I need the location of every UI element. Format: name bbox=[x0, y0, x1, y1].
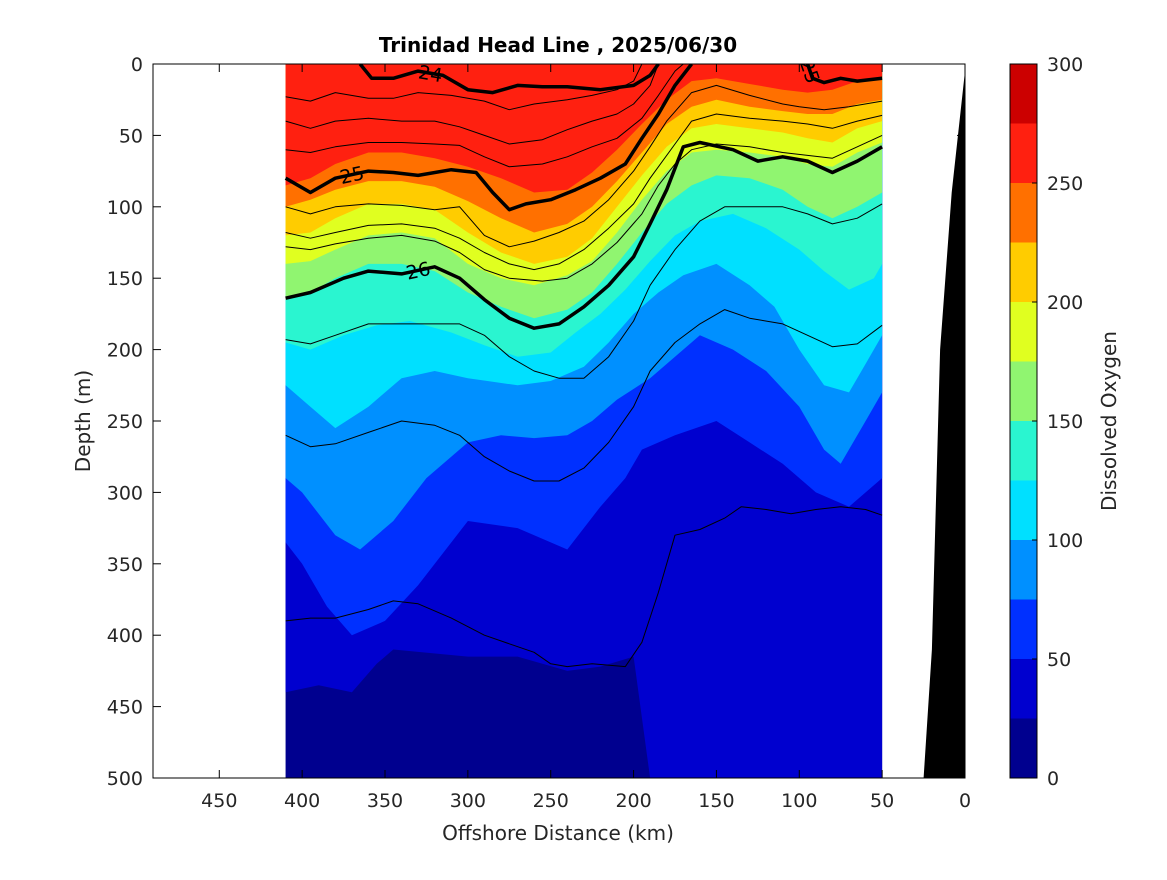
density-contour-25 bbox=[284, 64, 693, 212]
density-contour-thin bbox=[285, 84, 883, 248]
x-tick-label: 450 bbox=[201, 790, 237, 812]
x-tick-label: 200 bbox=[615, 790, 651, 812]
colorbar-tick-label: 250 bbox=[1047, 173, 1083, 195]
y-tick-label: 200 bbox=[107, 340, 143, 362]
y-tick-label: 450 bbox=[107, 697, 143, 719]
colorbar-tick-label: 150 bbox=[1047, 411, 1083, 433]
colorbar-segment bbox=[1010, 183, 1037, 243]
density-contour-thin bbox=[285, 64, 684, 168]
contour-label-25: 25 bbox=[795, 56, 824, 86]
y-tick-label: 50 bbox=[119, 125, 143, 147]
density-contour-thin bbox=[285, 64, 643, 111]
colorbar: 0 50 100 150 200 250 300 bbox=[1009, 54, 1083, 790]
colorbar-segment bbox=[1010, 480, 1037, 540]
density-contour-26 bbox=[285, 140, 883, 330]
contour-label-group: 25 bbox=[795, 56, 824, 86]
oxygen-band-250 bbox=[285, 64, 883, 193]
x-tick-label: 250 bbox=[533, 790, 569, 812]
y-axis-ticks: 0 50 100 150 200 250 300 350 400 450 500 bbox=[107, 54, 965, 790]
colorbar-tick-label: 0 bbox=[1047, 768, 1059, 790]
contour-label-group: 24 bbox=[417, 61, 445, 87]
x-tick-label: 0 bbox=[959, 790, 971, 812]
y-tick-label: 500 bbox=[107, 768, 143, 790]
y-tick-label: 150 bbox=[107, 268, 143, 290]
contour-label-24: 24 bbox=[417, 61, 445, 87]
y-axis-label: Depth (m) bbox=[71, 370, 95, 472]
density-contour-thin bbox=[285, 134, 883, 282]
colorbar-segment bbox=[1010, 64, 1037, 124]
density-contour-thin bbox=[285, 506, 883, 668]
x-tick-label: 150 bbox=[698, 790, 734, 812]
y-tick-label: 400 bbox=[107, 625, 143, 647]
colorbar-segment bbox=[1010, 540, 1037, 600]
colorbar-segment bbox=[1010, 718, 1037, 778]
x-axis-ticks: 450 400 350 300 250 200 150 100 50 0 bbox=[201, 64, 971, 812]
density-contour-25 bbox=[805, 64, 883, 85]
colorbar-tick-label: 50 bbox=[1047, 649, 1071, 671]
oxygen-field bbox=[285, 64, 883, 778]
y-tick-label: 250 bbox=[107, 411, 143, 433]
bathymetry bbox=[923, 71, 965, 778]
density-contour-thin bbox=[285, 203, 883, 379]
contour-label-25: 25 bbox=[338, 162, 366, 189]
colorbar-segment bbox=[1010, 123, 1037, 183]
seafloor bbox=[923, 71, 965, 778]
y-tick-label: 350 bbox=[107, 554, 143, 576]
contour-label-group: 25 bbox=[338, 162, 366, 189]
chart-title: Trinidad Head Line , 2025/06/30 bbox=[379, 33, 737, 57]
density-contour-thin bbox=[285, 309, 883, 482]
density-contours: 24 25 25 26 bbox=[284, 56, 883, 668]
colorbar-tick-label: 100 bbox=[1047, 530, 1083, 552]
colorbar-segment bbox=[1010, 361, 1037, 421]
colorbar-segment bbox=[1010, 421, 1037, 481]
y-tick-label: 100 bbox=[107, 197, 143, 219]
colorbar-tick-label: 300 bbox=[1047, 54, 1083, 76]
x-tick-label: 50 bbox=[870, 790, 894, 812]
colorbar-label: Dissolved Oxygen bbox=[1097, 331, 1121, 511]
density-contour-thin bbox=[285, 113, 883, 271]
x-tick-label: 350 bbox=[367, 790, 403, 812]
density-contour-thin bbox=[285, 64, 659, 145]
y-tick-label: 0 bbox=[131, 54, 143, 76]
colorbar-segment bbox=[1010, 599, 1037, 659]
x-axis-label: Offshore Distance (km) bbox=[442, 821, 674, 845]
colorbar-segment bbox=[1010, 302, 1037, 362]
contour-label-group: 26 bbox=[404, 258, 432, 285]
x-tick-label: 300 bbox=[450, 790, 486, 812]
y-tick-label: 300 bbox=[107, 482, 143, 504]
contour-label-26: 26 bbox=[404, 258, 432, 285]
colorbar-segment bbox=[1010, 659, 1037, 719]
colorbar-segment bbox=[1010, 242, 1037, 302]
density-contour-24 bbox=[358, 64, 660, 95]
colorbar-tick-label: 200 bbox=[1047, 292, 1083, 314]
x-tick-label: 100 bbox=[781, 790, 817, 812]
x-tick-label: 400 bbox=[284, 790, 320, 812]
